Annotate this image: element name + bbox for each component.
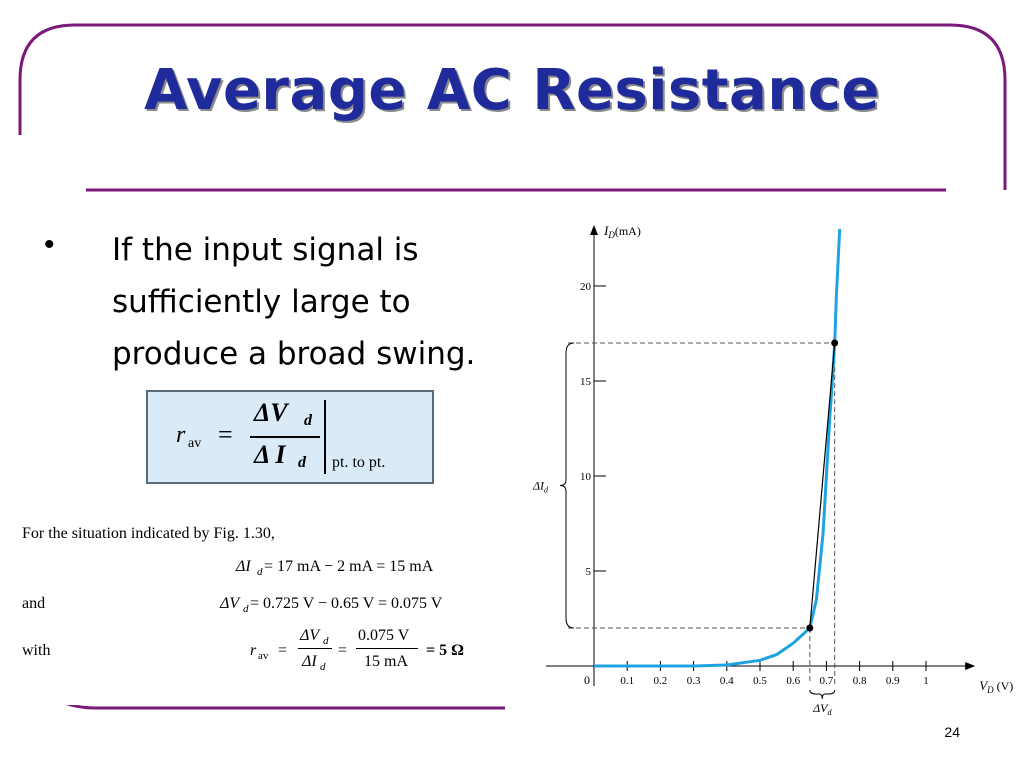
formula-lhs-sub: av	[188, 436, 202, 451]
formula-numerator: ΔV	[254, 398, 288, 427]
example-r-lhs: r	[250, 642, 257, 659]
example-frac1-den: ΔI	[302, 653, 317, 670]
worked-example: For the situation indicated by Fig. 1.30…	[18, 515, 518, 705]
delta-i-label: ΔId	[532, 479, 549, 495]
x-tick-label: 0.5	[753, 675, 767, 687]
example-frac2-num: 0.075 V	[358, 627, 410, 644]
x-tick-label: 1	[923, 675, 929, 687]
formula-numerator-sub: d	[304, 412, 312, 429]
x-tick-label: 0.7	[820, 675, 834, 687]
y-tick-label: 10	[580, 471, 592, 483]
example-line1-rest: = 17 mA − 2 mA = 15 mA	[264, 558, 434, 575]
example-result: = 5 Ω	[426, 642, 464, 659]
y-axis-arrow	[590, 225, 598, 235]
x-tick-label: 0.2	[654, 675, 668, 687]
y-axis-label: ID(mA)	[603, 223, 641, 240]
frame-border	[18, 23, 1007, 190]
y-tick-label: 20	[580, 281, 592, 293]
bullet-line-2: sufficiently large to	[112, 284, 411, 320]
y-tick-label: 15	[580, 376, 592, 388]
x-axis-label: VD (V)	[979, 678, 1013, 695]
x-axis-arrow	[965, 662, 976, 670]
slide-title: Average AC Resistance	[144, 58, 880, 123]
formula-denominator-sub: d	[298, 454, 306, 471]
bullet-line-3: produce a broad swing.	[112, 336, 476, 372]
formula-denominator: Δ I	[254, 440, 286, 469]
bullet-text: If the input signal is sufficiently larg…	[112, 224, 512, 380]
formula-fraction-bar	[250, 436, 320, 438]
example-frac2-den: 15 mA	[364, 653, 408, 670]
diode-curve	[594, 228, 842, 668]
origin-label: 0	[584, 673, 590, 687]
example-eq-2: =	[338, 642, 348, 659]
y-tick-label: 5	[586, 566, 592, 578]
example-frac1-num-sub: d	[323, 635, 329, 647]
operating-point-1	[806, 624, 814, 632]
x-tick-label: 0.3	[687, 675, 701, 687]
bullet-symbol: •	[44, 228, 55, 261]
formula-box: r av = ΔV d Δ I d pt. to pt.	[146, 390, 434, 484]
example-eq-1: =	[278, 642, 288, 659]
x-tick-label: 0.8	[853, 675, 867, 687]
example-label-and: and	[22, 595, 46, 612]
example-line1-var: ΔI	[236, 558, 251, 575]
x-tick-label: 0.9	[886, 675, 900, 687]
delta-v-brace	[809, 689, 836, 700]
chord-line	[809, 342, 836, 629]
operating-point-2	[831, 339, 839, 347]
delta-v-label: ΔVd	[812, 701, 832, 717]
example-frac1-num: ΔV	[300, 627, 320, 644]
example-frac1-den-sub: d	[320, 661, 326, 673]
example-line2-rest: = 0.725 V − 0.65 V = 0.075 V	[250, 595, 443, 612]
example-line2-sub: d	[243, 603, 249, 615]
formula-lhs: r	[176, 422, 186, 448]
formula-suffix: pt. to pt.	[332, 454, 386, 471]
bullet-line-1: If the input signal is	[112, 232, 419, 268]
formula-eval-bar	[324, 400, 326, 474]
example-line2-var: ΔV	[220, 595, 240, 612]
x-tick-label: 0.6	[786, 675, 800, 687]
delta-i-brace	[559, 342, 575, 629]
example-label-with: with	[22, 642, 51, 659]
page-number: 24	[944, 724, 960, 740]
example-intro: For the situation indicated by Fig. 1.30…	[22, 525, 275, 542]
example-line1-sub: d	[257, 566, 263, 578]
x-tick-label: 0.4	[720, 675, 734, 687]
example-frac2-bar	[356, 648, 418, 649]
example-frac1-bar	[298, 648, 332, 649]
x-tick-label: 0.1	[620, 675, 634, 687]
formula-equals: =	[218, 420, 233, 449]
example-r-sub: av	[258, 650, 269, 662]
